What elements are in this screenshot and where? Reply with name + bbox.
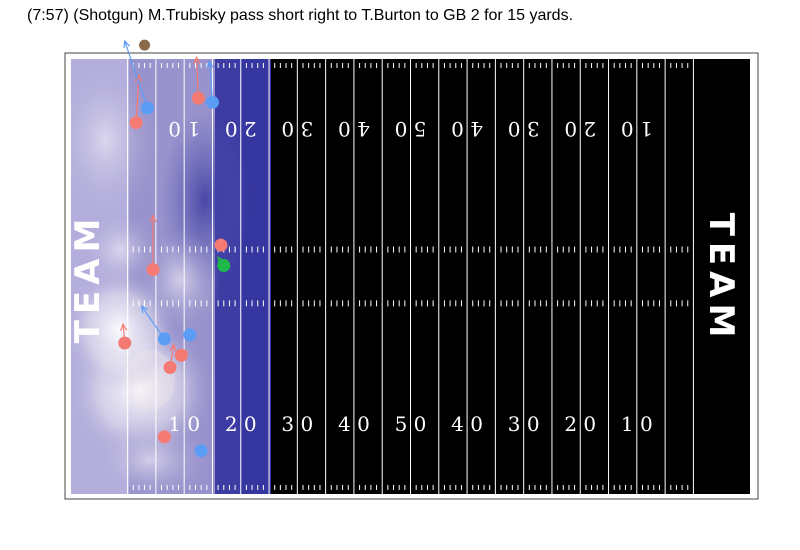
offense-player-marker [129, 116, 143, 130]
offense-player-marker [157, 430, 171, 444]
defense-direction-arrow [124, 40, 148, 109]
yard-number-top: 4 0 [338, 117, 370, 141]
defense-player-marker [194, 444, 208, 458]
offense-arrow-head [193, 55, 201, 65]
offense-player-marker [214, 238, 228, 252]
defense-arrow-head [123, 39, 131, 49]
offense-player-marker [191, 91, 205, 105]
yard-numbers-bottom: 1 0 2 0 3 0 4 0 5 0 4 0 3 0 2 0 1 0 [168, 412, 652, 436]
offense-direction-arrow [196, 57, 199, 99]
defense-player-marker [157, 332, 171, 346]
offense-arrow-head [134, 73, 143, 83]
offense-arrow-head [169, 343, 177, 352]
yard-number-bottom: 5 0 [395, 412, 427, 436]
yard-number-top: 3 0 [281, 117, 313, 141]
offense-player-marker [174, 348, 188, 362]
offense-player-marker [118, 336, 132, 350]
yard-number-top: 1 0 [168, 117, 200, 141]
yard-number-top: 4 0 [451, 117, 483, 141]
defense-arrow-head [140, 305, 149, 314]
yard-number-bottom: 2 0 [225, 412, 257, 436]
hash-marks [132, 63, 689, 490]
offense-player-marker [163, 360, 177, 374]
defense-player-marker [140, 101, 154, 115]
yard-number-top: 3 0 [508, 117, 540, 141]
offense-player-marker [146, 263, 160, 277]
yard-number-bottom: 2 0 [564, 412, 596, 436]
player-markers [118, 39, 231, 458]
yard-number-top: 2 0 [564, 117, 596, 141]
football-player-marker [217, 258, 231, 272]
yard-number-top: 2 0 [225, 117, 257, 141]
offense-arrow-head [149, 214, 157, 223]
endzone-label-left: TEAM [68, 213, 108, 344]
yard-number-bottom: 1 0 [621, 412, 653, 436]
defense-direction-arrow [209, 61, 214, 103]
yard-numbers-top: 1 0 2 0 3 0 4 0 5 0 4 0 3 0 2 0 1 0 [168, 117, 652, 141]
yard-number-top: 5 0 [395, 117, 427, 141]
endzone-label-right: TEAM [701, 213, 741, 344]
official-player-marker [139, 39, 151, 51]
offense-arrow-head [120, 322, 128, 332]
yard-number-bottom: 4 0 [451, 412, 483, 436]
yard-number-bottom: 4 0 [338, 412, 370, 436]
yard-number-bottom: 3 0 [508, 412, 540, 436]
defense-arrow-head [206, 60, 214, 69]
play-description: (7:57) (Shotgun) M.Trubisky pass short r… [27, 7, 574, 24]
defense-direction-arrow [141, 305, 165, 340]
yard-number-bottom: 3 0 [281, 412, 313, 436]
defense-player-marker [205, 95, 219, 109]
yard-lines [127, 59, 694, 494]
defense-player-marker [183, 328, 197, 342]
yard-number-top: 1 0 [621, 117, 653, 141]
yard-number-bottom: 1 0 [168, 412, 200, 436]
